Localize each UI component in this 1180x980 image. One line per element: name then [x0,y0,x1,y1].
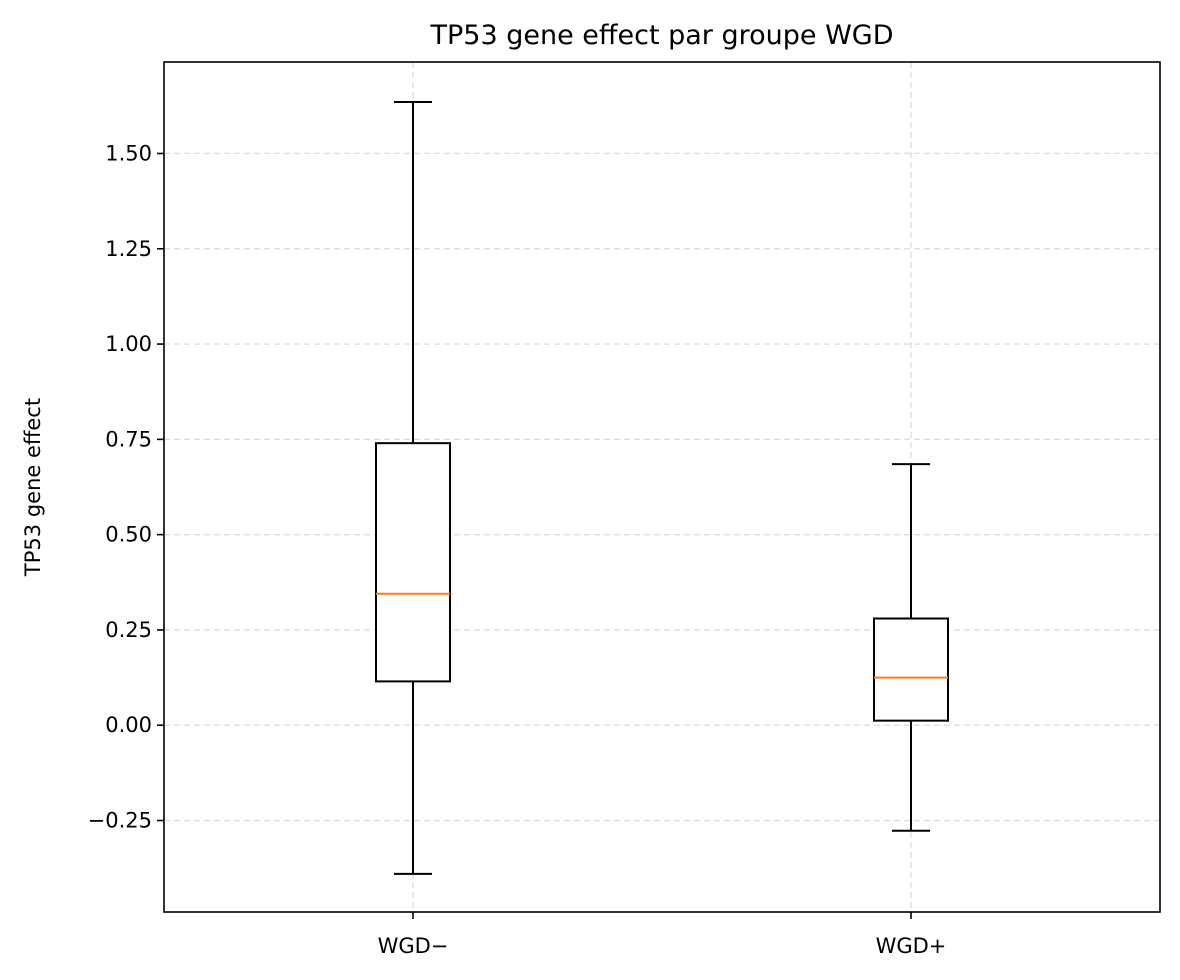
box-group [375,101,451,875]
y-tick-label: 0.50 [105,523,152,547]
y-tick-label: 1.50 [105,141,152,165]
y-tick-label: −0.25 [88,809,152,833]
y-tick-label: 1.00 [105,332,152,356]
x-tick-label: WGD+ [876,934,947,958]
box-series [375,101,949,875]
chart-title: TP53 gene effect par groupe WGD [430,20,894,51]
box-group [873,463,949,832]
axis-ticks: −0.25 0.00 0.25 0.50 0.75 1.00 1.25 1.50 WGD− WGD… [88,141,947,958]
y-tick-label: 1.25 [105,237,152,261]
plot-area-frame [163,61,1161,913]
y-tick-label: 0.75 [105,427,152,451]
iqr-box [873,617,949,722]
iqr-box [375,442,451,683]
y-tick-label: 0.25 [105,618,152,642]
y-axis-label: TP53 gene effect [21,398,45,577]
x-tick-label: WGD− [378,934,449,958]
y-tick-label: 0.00 [105,713,152,737]
